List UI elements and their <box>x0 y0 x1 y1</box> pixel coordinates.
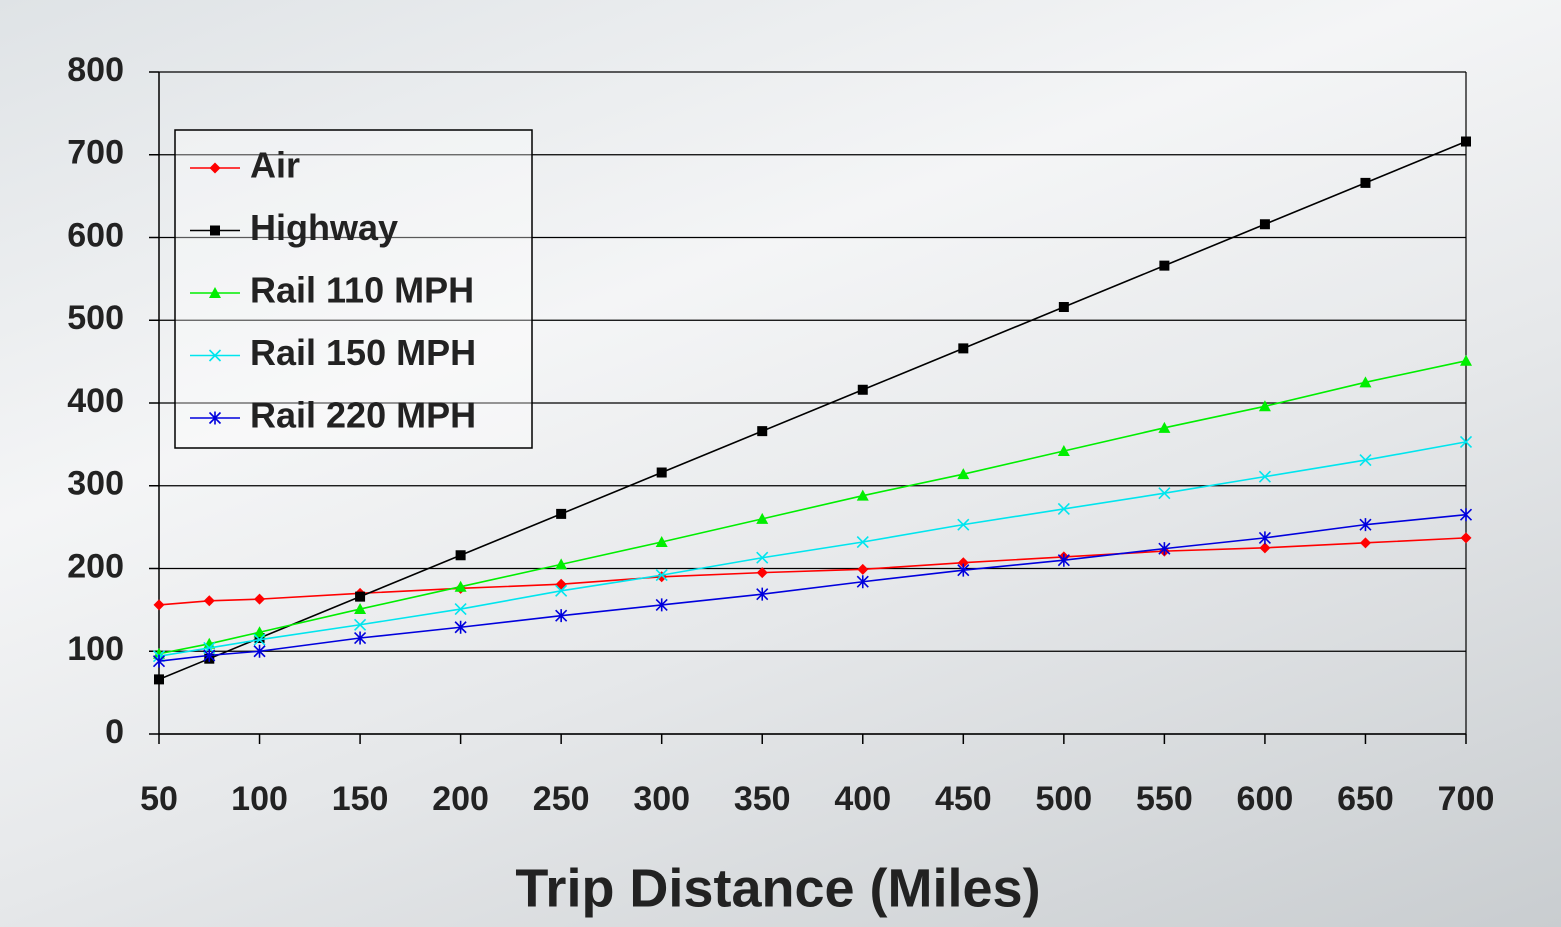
legend-label: Rail 110 MPH <box>250 270 474 311</box>
x-tick-label: 50 <box>140 780 178 818</box>
x-tick-label: 300 <box>633 780 690 818</box>
data-point <box>757 426 767 436</box>
data-point <box>1260 219 1270 229</box>
x-tick-label: 150 <box>332 780 389 818</box>
series-line <box>159 515 1466 661</box>
data-point <box>154 674 164 684</box>
y-tick-label: 100 <box>67 630 124 668</box>
y-tick-label: 200 <box>67 547 124 585</box>
data-point <box>204 595 215 606</box>
y-tick-label: 500 <box>67 299 124 337</box>
data-point <box>1360 178 1370 188</box>
data-point <box>657 468 667 478</box>
data-point <box>1461 137 1471 147</box>
y-tick-label: 600 <box>67 216 124 254</box>
data-point <box>1159 261 1169 271</box>
x-tick-label: 250 <box>533 780 590 818</box>
data-point <box>1059 302 1069 312</box>
x-tick-label: 700 <box>1438 780 1495 818</box>
legend-label: Rail 150 MPH <box>250 332 476 373</box>
y-tick-label: 700 <box>67 134 124 172</box>
x-tick-label: 650 <box>1337 780 1394 818</box>
y-tick-label: 400 <box>67 382 124 420</box>
chart: Trip Distance (Miles) 0 100 200 300 400 500 60… <box>0 0 1561 927</box>
data-point <box>1460 355 1472 366</box>
legend-label: Highway <box>250 207 398 248</box>
page: Trip Distance (Miles) 0 100 200 300 400 500 60… <box>0 0 1561 927</box>
legend-label: Rail 220 MPH <box>250 395 476 436</box>
data-point <box>154 599 165 610</box>
y-tick-label: 300 <box>67 465 124 503</box>
data-point <box>456 550 466 560</box>
data-point <box>1360 537 1371 548</box>
data-point <box>958 343 968 353</box>
data-point <box>254 594 265 605</box>
data-point <box>857 564 868 575</box>
legend-marker <box>210 226 220 236</box>
x-tick-label: 350 <box>734 780 791 818</box>
data-point <box>858 385 868 395</box>
x-tick-label: 400 <box>834 780 891 818</box>
data-point <box>355 592 365 602</box>
y-tick-label: 0 <box>105 713 124 751</box>
legend: Air Highway Rail 110 MPH Rail 150 MPH Rail 2… <box>175 130 532 448</box>
x-tick-label: 450 <box>935 780 992 818</box>
x-axis-title: Trip Distance (Miles) <box>515 858 1040 918</box>
x-tick-label: 550 <box>1136 780 1193 818</box>
data-point <box>556 509 566 519</box>
x-tick-label: 200 <box>432 780 489 818</box>
data-point <box>656 571 667 582</box>
data-point <box>1461 532 1472 543</box>
x-tick-label: 600 <box>1237 780 1294 818</box>
legend-label: Air <box>250 145 300 186</box>
series-line <box>159 442 1466 656</box>
y-tick-label: 800 <box>67 51 124 89</box>
x-tick-label: 500 <box>1035 780 1092 818</box>
x-tick-label: 100 <box>231 780 288 818</box>
